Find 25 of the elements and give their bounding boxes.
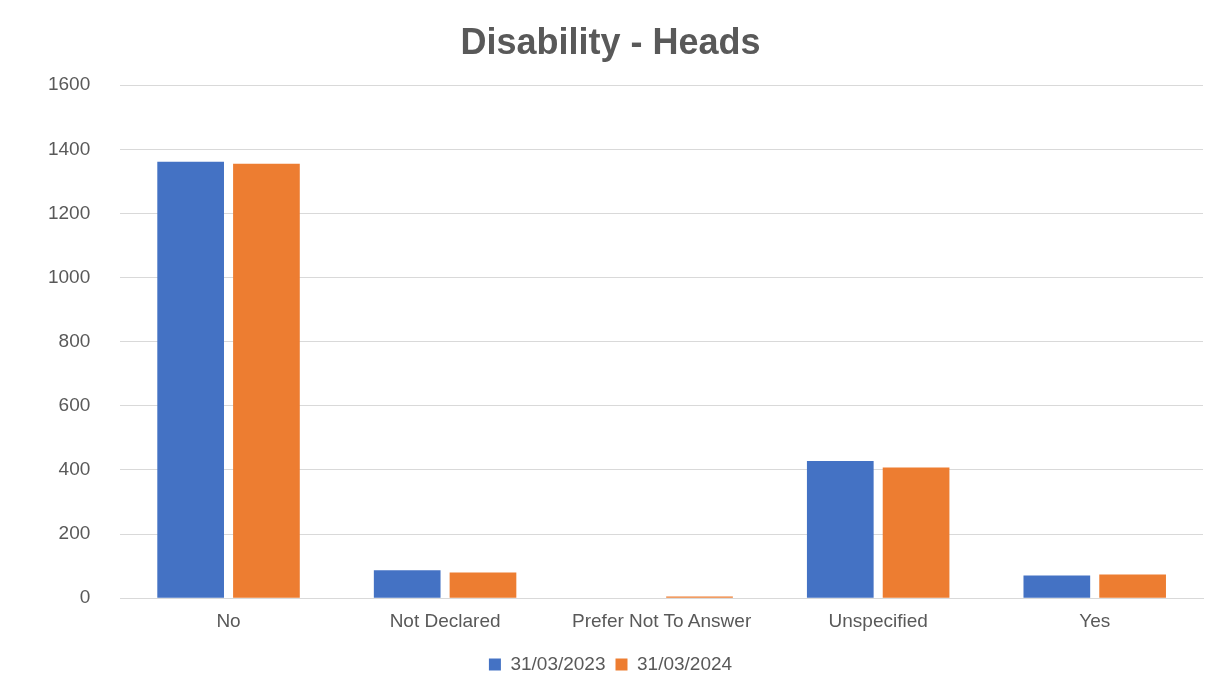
y-tick-label: 1600: [47, 73, 91, 95]
x-tick-label: Prefer Not To Answer: [572, 609, 752, 631]
bar: [882, 467, 950, 598]
y-tick-label: 400: [58, 458, 91, 480]
bar: [373, 570, 441, 598]
bar: [1023, 575, 1091, 598]
y-tick-label: 1000: [47, 265, 91, 287]
x-tick-label: Not Declared: [389, 609, 501, 631]
x-tick-label: Unspecified: [828, 609, 928, 631]
y-tick-label: 1200: [47, 201, 91, 223]
legend-label: 31/03/2024: [637, 652, 733, 674]
bar: [806, 460, 874, 598]
y-tick-label: 1400: [47, 137, 91, 159]
bar: [1099, 574, 1166, 598]
bar: [449, 572, 517, 598]
bar: [233, 163, 300, 598]
legend-label: 31/03/2023: [510, 652, 606, 674]
y-tick-label: 800: [58, 329, 91, 351]
y-tick-label: 600: [58, 394, 91, 416]
y-tick-label: 0: [79, 586, 91, 608]
chart-title: Disability - Heads: [460, 20, 761, 62]
bar: [157, 161, 224, 598]
y-tick-label: 200: [58, 522, 91, 544]
x-tick-label: Yes: [1079, 609, 1111, 631]
x-tick-label: No: [216, 609, 241, 631]
